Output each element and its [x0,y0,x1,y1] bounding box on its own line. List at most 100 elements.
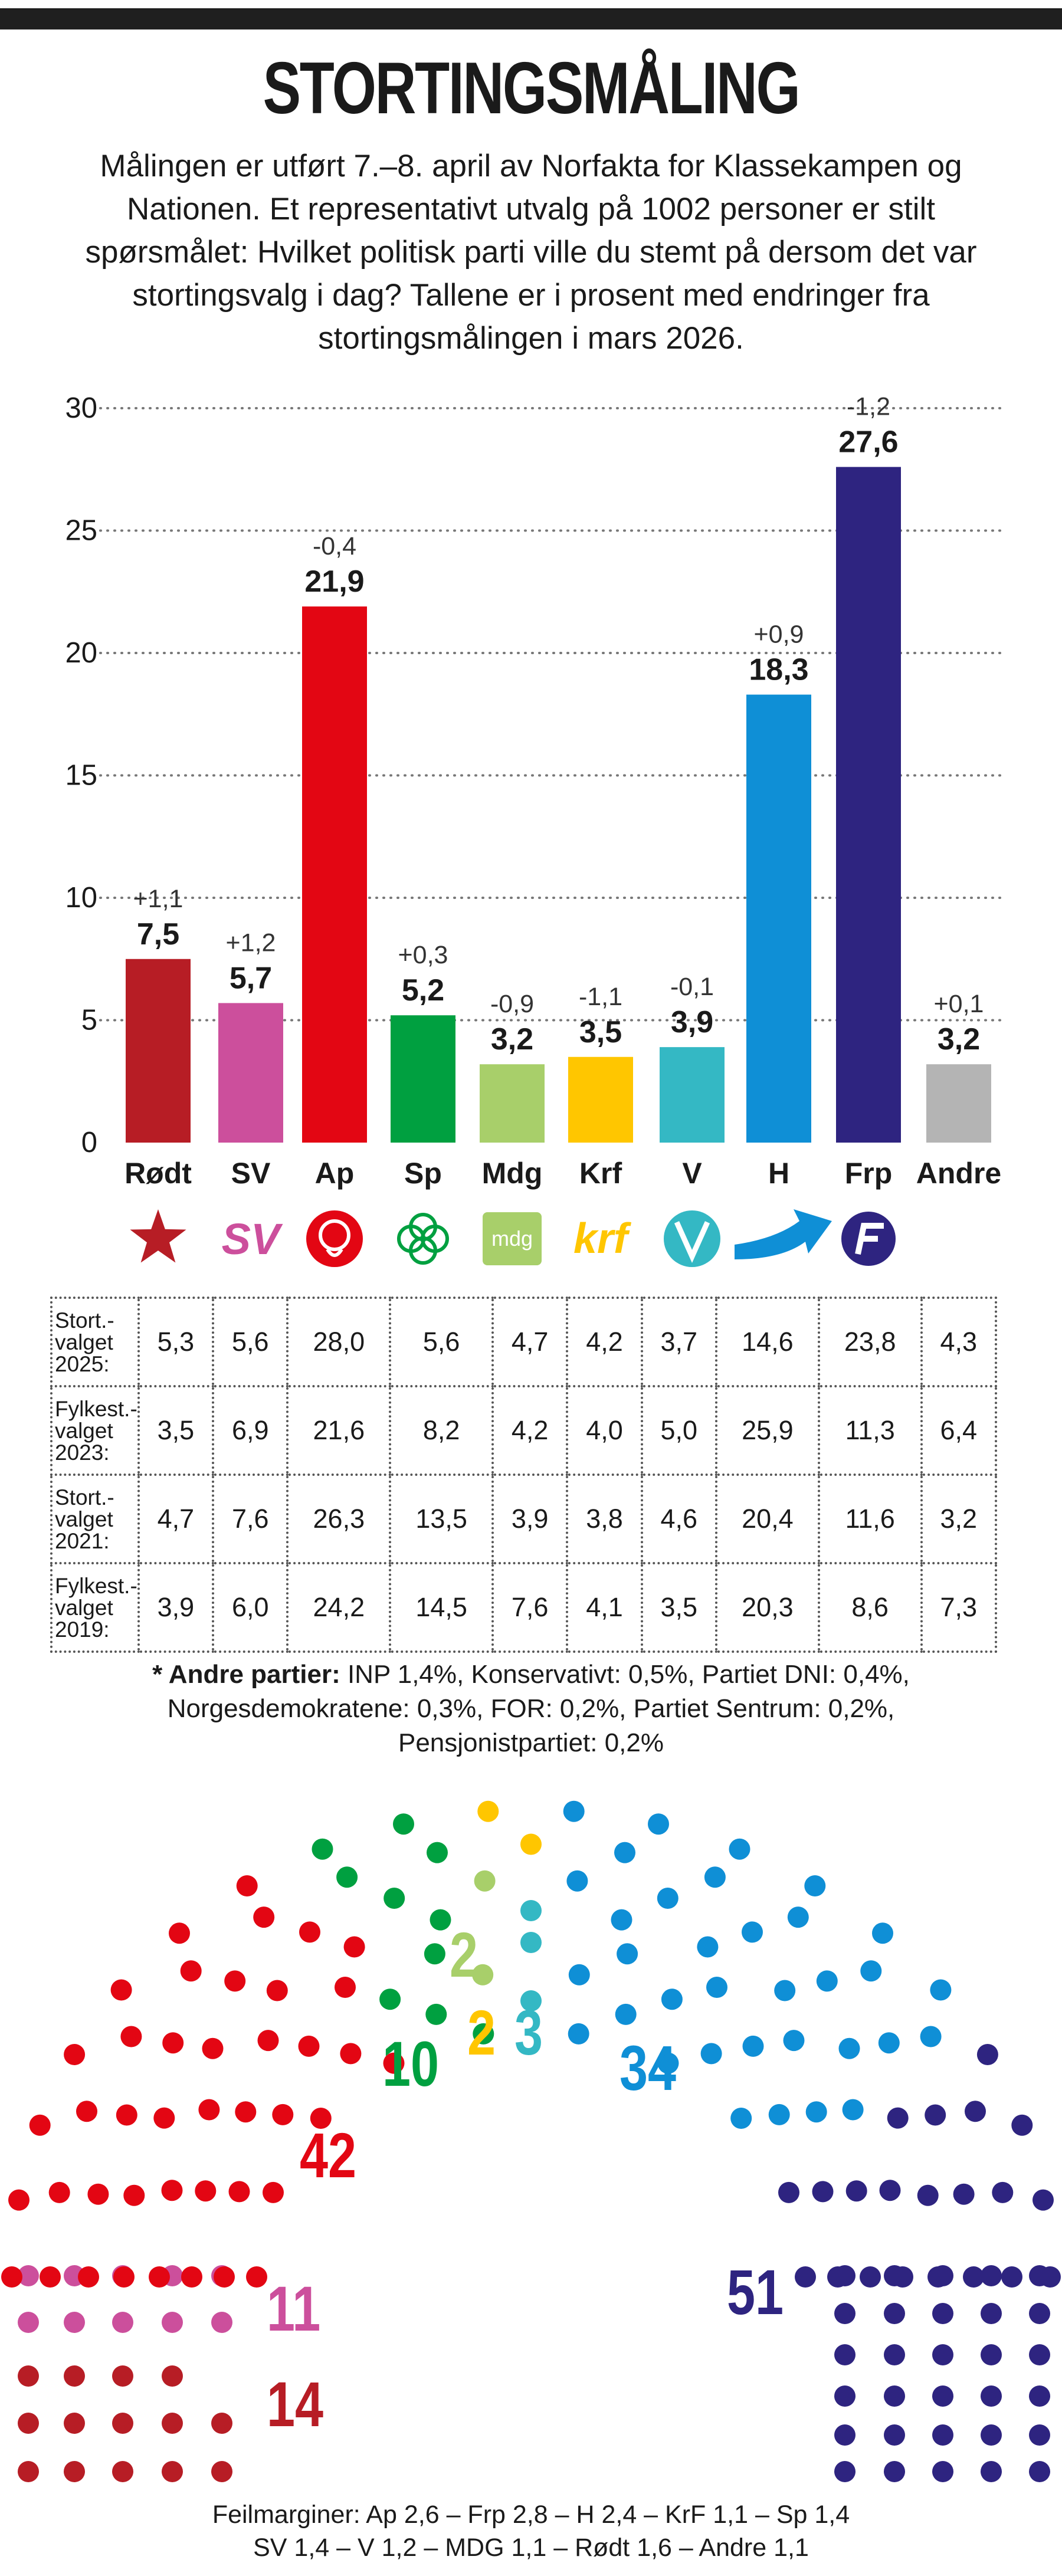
history-cell: 21,6 [286,1386,391,1476]
seat-h [661,1988,683,2010]
seat-rodt [112,2461,133,2482]
seat-h [657,1888,678,1909]
history-label-line: Stort.- [55,1485,114,1509]
seat-h [611,1909,632,1931]
seat-frp [917,2184,939,2206]
seat-sv [18,2312,39,2333]
category-label: Krf [579,1157,622,1190]
seat-krf [520,1833,542,1855]
y-tick-label: 5 [81,1005,97,1036]
seat-h [872,1922,893,1944]
seat-ap [343,1936,365,1958]
seat-ap [181,2266,202,2288]
seat-ap [78,2266,99,2288]
seat-rodt [18,2413,39,2434]
history-row-label: Stort.- valget 2025: [50,1297,139,1387]
seat-frp [834,2303,856,2324]
seat-ap [149,2266,170,2288]
seat-frp [981,2344,1002,2365]
history-cell: 4,7 [137,1475,214,1564]
seat-frp [932,2303,953,2324]
bar-ap [302,606,367,1143]
seat-ap [116,2104,137,2126]
seat-count-frp: 51 [727,2256,784,2328]
seat-ap [236,1875,258,1896]
seat-frp [932,2424,953,2446]
seat-count-mdg: 2 [450,1919,478,1990]
seat-frp [778,2181,799,2203]
footnote-text: INP 1,4%, Konservativt: 0,5%, Partiet DN… [167,1660,910,1757]
seat-ap [180,1960,202,1982]
seat-ap [310,2108,332,2129]
seat-h [700,2043,722,2065]
error-margins-line2: SV 1,4 – V 1,2 – MDG 1,1 – Rødt 1,6 – An… [253,2534,809,2562]
value-label: 3,2 [491,1022,533,1056]
seat-frp [884,2344,905,2365]
history-row-label: Fylkest.- valget 2019: [50,1563,139,1653]
seat-sp [430,1909,451,1931]
seat-frp [879,2180,901,2201]
seat-v [520,1932,542,1953]
seat-count-v: 3 [514,1997,543,2068]
history-cell: 20,3 [714,1563,819,1653]
seat-ap [246,2266,267,2288]
seat-ap [76,2101,97,2122]
seat-ap [298,2035,320,2057]
change-label: -0,1 [670,973,714,1001]
category-label: Sp [404,1157,442,1190]
footnote-label: * Andre partier: [152,1660,340,1689]
seat-h [742,1921,763,1943]
history-row: Fylkest.- valget 2019: 3,9 6,0 24,2 14,5 7,6 4,1… [50,1563,998,1653]
seat-rodt [64,2413,85,2434]
history-cell: 6,9 [212,1386,288,1476]
seat-frp [884,2303,905,2324]
seat-frp [981,2385,1002,2407]
seat-frp [860,2266,881,2288]
seat-h [860,1960,882,1982]
bar-rødt [126,959,191,1143]
seat-frp [892,2266,913,2288]
history-cell: 25,9 [714,1386,819,1476]
seat-h [930,1979,952,2001]
history-cell: 5,6 [389,1297,493,1387]
history-cell: 7,3 [920,1563,998,1653]
seat-h [648,1813,669,1835]
seat-ap [161,2180,183,2201]
seat-ap [253,1906,275,1928]
bar-frp [836,467,901,1143]
seat-h [768,2104,790,2125]
seat-rodt [112,2413,133,2434]
seat-sv [211,2312,232,2333]
history-label-line: Fylkest.- [55,1396,137,1421]
ap-rose-petal-icon [319,1219,350,1251]
seat-ap [40,2266,61,2288]
change-label: -1,2 [847,393,890,421]
history-cell: 8,6 [817,1563,922,1653]
seat-frp [1040,2266,1061,2288]
seat-h [805,2101,827,2123]
bar-v [660,1047,725,1143]
seat-h [804,1875,826,1896]
history-cell: 3,9 [137,1563,214,1653]
seat-ap [87,2183,109,2205]
seat-ap [195,2180,217,2202]
error-margins: Feilmarginer: Ap 2,6 – Frp 2,8 – H 2,4 –… [35,2498,1027,2564]
seat-rodt [112,2365,133,2387]
seat-ap [299,1921,320,1943]
history-label-line: valget [55,1330,113,1354]
seat-frp [981,2265,1002,2286]
history-cell: 14,5 [389,1563,493,1653]
change-label: +0,1 [934,990,984,1018]
seat-ap [340,2043,362,2065]
value-label: 5,2 [402,973,444,1008]
value-label: 7,5 [137,917,179,951]
history-cell: 11,3 [817,1386,922,1476]
seat-frp [884,2461,905,2482]
history-cell: 5,0 [640,1386,716,1476]
seat-frp [981,2461,1002,2482]
seat-ap [224,1970,246,1992]
seat-frp [812,2181,834,2203]
seat-h [704,1866,726,1888]
history-label-line: 2019: [55,1617,110,1642]
seat-frp [1029,2385,1050,2407]
